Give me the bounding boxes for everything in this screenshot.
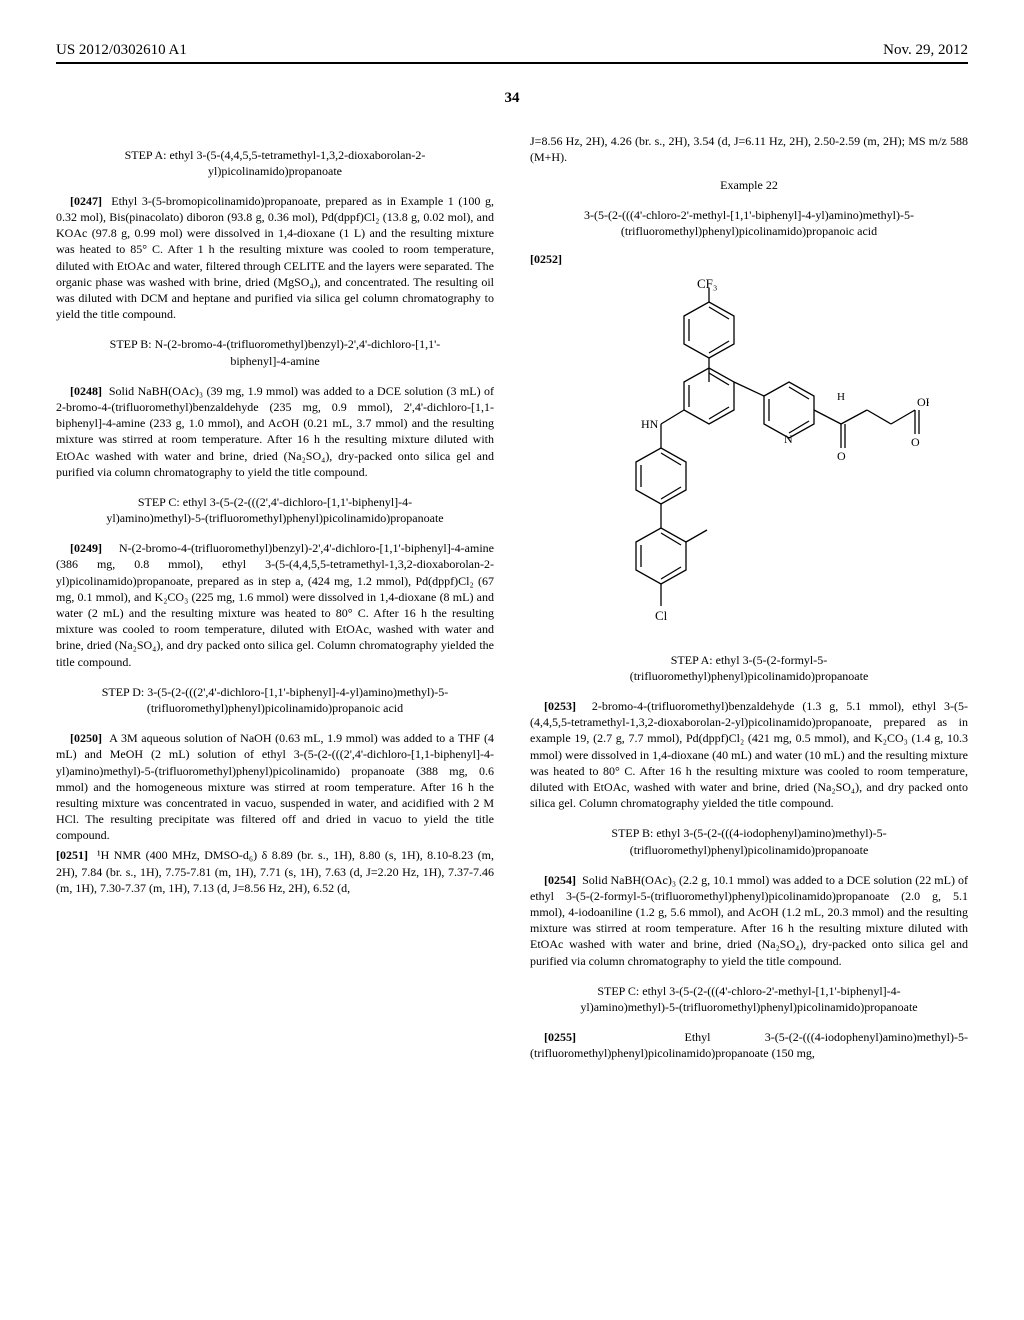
cf3-label: CF₃ — [697, 278, 717, 291]
n-label: N — [784, 432, 793, 446]
page-number: 34 — [56, 88, 968, 108]
para-0253: [0253] 2-bromo-4-(trifluoromethyl)benzal… — [530, 698, 968, 811]
para-text: Ethyl 3-(5-bromopicolinamido)propanoate,… — [56, 194, 494, 321]
para-0248: [0248] Solid NaBH(OAc)₃ (39 mg, 1.9 mmol… — [56, 383, 494, 480]
para-text: ¹H NMR (400 MHz, DMSO-d₆) δ 8.89 (br. s.… — [56, 848, 494, 894]
o2-label: O — [911, 435, 920, 449]
step-b-title: STEP B: N-(2-bromo-4-(trifluoromethyl)be… — [92, 336, 458, 368]
para-text: Ethyl 3-(5-(2-(((4-iodophenyl)amino)meth… — [530, 1030, 968, 1060]
two-column-layout: STEP A: ethyl 3-(5-(4,4,5,5-tetramethyl-… — [56, 133, 968, 1066]
step-a-title: STEP A: ethyl 3-(5-(4,4,5,5-tetramethyl-… — [92, 147, 458, 179]
step-c-title-r: STEP C: ethyl 3-(5-(2-(((4'-chloro-2'-me… — [566, 983, 932, 1015]
para-num: [0254] — [544, 873, 576, 887]
para-text: 2-bromo-4-(trifluoromethyl)benzaldehyde … — [530, 699, 968, 810]
left-column: STEP A: ethyl 3-(5-(4,4,5,5-tetramethyl-… — [56, 133, 494, 1066]
hn-label: HN — [641, 417, 659, 431]
para-num: [0250] — [70, 731, 102, 745]
para-num: [0252] — [530, 252, 562, 266]
para-num: [0249] — [70, 541, 102, 555]
pub-date: Nov. 29, 2012 — [883, 40, 968, 60]
para-0247: [0247] Ethyl 3-(5-bromopicolinamido)prop… — [56, 193, 494, 323]
para-0251: [0251] ¹H NMR (400 MHz, DMSO-d₆) δ 8.89 … — [56, 847, 494, 896]
para-0254: [0254] Solid NaBH(OAc)₃ (2.2 g, 10.1 mmo… — [530, 872, 968, 969]
step-c-title: STEP C: ethyl 3-(5-(2-(((2',4'-dichloro-… — [92, 494, 458, 526]
para-0255: [0255] Ethyl 3-(5-(2-(((4-iodophenyl)ami… — [530, 1029, 968, 1061]
para-num: [0255] — [544, 1030, 576, 1044]
para-num: [0253] — [544, 699, 576, 713]
example-title: 3-(5-(2-(((4'-chloro-2'-methyl-[1,1'-bip… — [578, 207, 920, 239]
para-0250: [0250] A 3M aqueous solution of NaOH (0.… — [56, 730, 494, 843]
cl-label: Cl — [655, 608, 668, 623]
para-cont: J=8.56 Hz, 2H), 4.26 (br. s., 2H), 3.54 … — [530, 133, 968, 165]
para-num: [0248] — [70, 384, 102, 398]
header-rule — [56, 62, 968, 64]
chemical-structure-icon: CF₃ N O — [569, 278, 929, 638]
example-number: Example 22 — [530, 177, 968, 193]
para-0252: [0252] — [530, 251, 968, 267]
o1-label: O — [837, 449, 846, 463]
para-0249: [0249] N-(2-bromo-4-(trifluoromethyl)ben… — [56, 540, 494, 670]
para-text: Solid NaBH(OAc)₃ (39 mg, 1.9 mmol) was a… — [56, 384, 494, 479]
right-column: J=8.56 Hz, 2H), 4.26 (br. s., 2H), 3.54 … — [530, 133, 968, 1066]
oh-label: OH — [917, 395, 929, 409]
para-num: [0247] — [70, 194, 102, 208]
para-num: [0251] — [56, 848, 88, 862]
step-a-title-r: STEP A: ethyl 3-(5-(2-formyl-5-(trifluor… — [566, 652, 932, 684]
step-d-title: STEP D: 3-(5-(2-(((2',4'-dichloro-[1,1'-… — [92, 684, 458, 716]
para-text: Solid NaBH(OAc)₃ (2.2 g, 10.1 mmol) was … — [530, 873, 968, 968]
pub-number: US 2012/0302610 A1 — [56, 40, 187, 60]
step-b-title-r: STEP B: ethyl 3-(5-(2-(((4-iodophenyl)am… — [566, 825, 932, 857]
para-text: N-(2-bromo-4-(trifluoromethyl)benzyl)-2'… — [56, 541, 494, 668]
page-header: US 2012/0302610 A1 Nov. 29, 2012 — [56, 40, 968, 60]
para-text: A 3M aqueous solution of NaOH (0.63 mL, … — [56, 731, 494, 842]
h-label: H — [837, 391, 845, 403]
